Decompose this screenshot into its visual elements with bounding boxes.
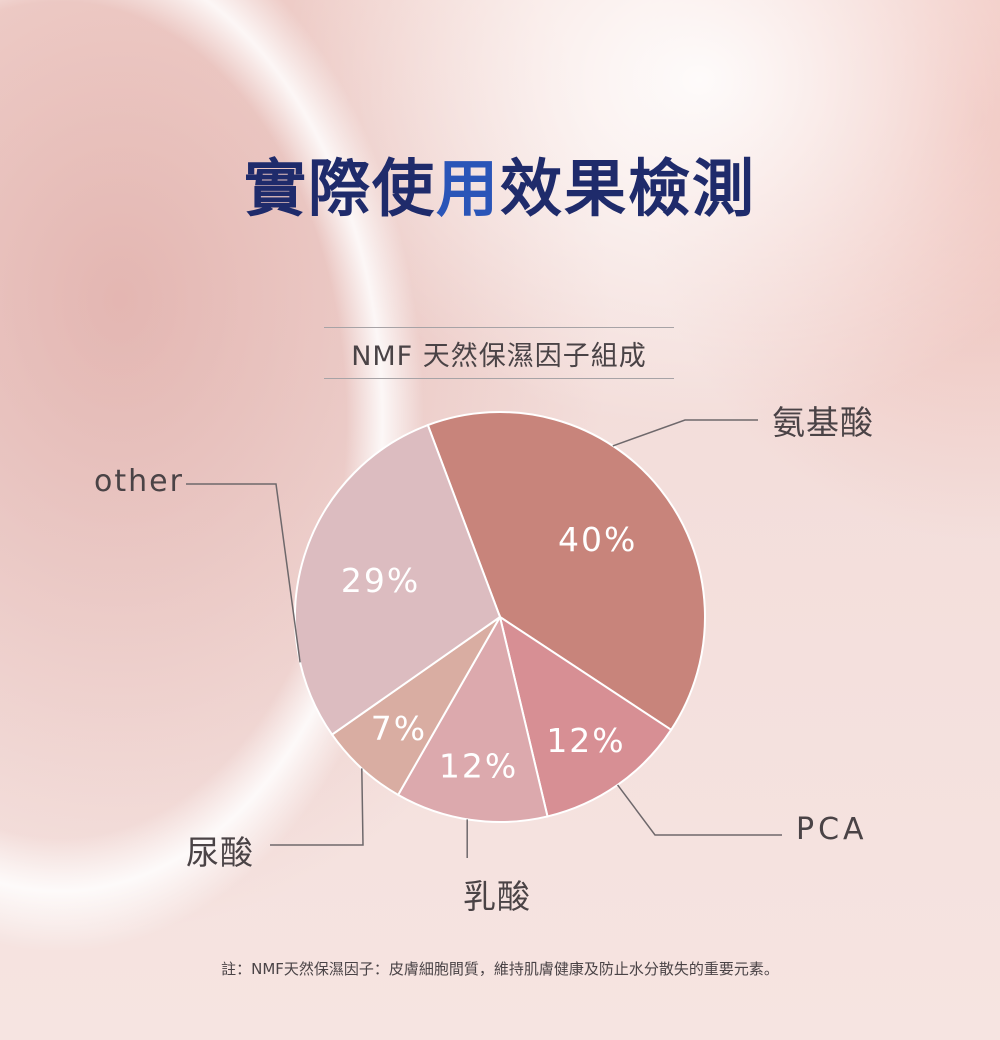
percent-label-amino-acid: 40% <box>558 520 637 559</box>
chart-title: NMF 天然保濕因子組成 <box>324 327 674 379</box>
title-part-2: 用 <box>435 152 500 225</box>
slice-label-pca: PCA <box>796 812 868 847</box>
percent-labels: 40% 12% 12% 7% 29% <box>341 520 637 786</box>
leader-line-other <box>186 483 301 663</box>
chart-title-text: NMF 天然保濕因子組成 <box>351 340 647 372</box>
leader-line-amino-acid <box>612 419 758 447</box>
pie-slice-pca <box>498 614 673 818</box>
pie-slice-amino-acid <box>426 411 706 732</box>
pie-slice-other <box>294 423 502 736</box>
slice-label-lactic-acid: 乳酸 <box>463 877 531 916</box>
percent-label-lactic-acid: 12% <box>439 747 518 786</box>
leader-line-uric-acid <box>270 768 364 846</box>
page-title: 實際使用效果檢測 <box>0 138 1000 228</box>
title-part-1: 實際使 <box>243 152 436 225</box>
title-part-3: 效果檢測 <box>500 152 757 225</box>
pie-slice-lactic-acid <box>396 614 549 823</box>
leader-lines <box>186 419 782 858</box>
percent-label-uric-acid: 7% <box>371 709 427 748</box>
slice-label-other: other <box>94 464 184 499</box>
percent-label-other: 29% <box>341 561 420 600</box>
slice-label-amino-acid: 氨基酸 <box>772 403 874 442</box>
footnote: 註：NMF天然保濕因子：皮膚細胞間質，維持肌膚健康及防止水分散失的重要元素。 <box>221 960 779 978</box>
leader-line-pca <box>616 784 782 836</box>
pie-slices <box>294 411 706 823</box>
percent-label-pca: 12% <box>546 721 625 760</box>
slice-label-uric-acid: 尿酸 <box>186 833 254 872</box>
